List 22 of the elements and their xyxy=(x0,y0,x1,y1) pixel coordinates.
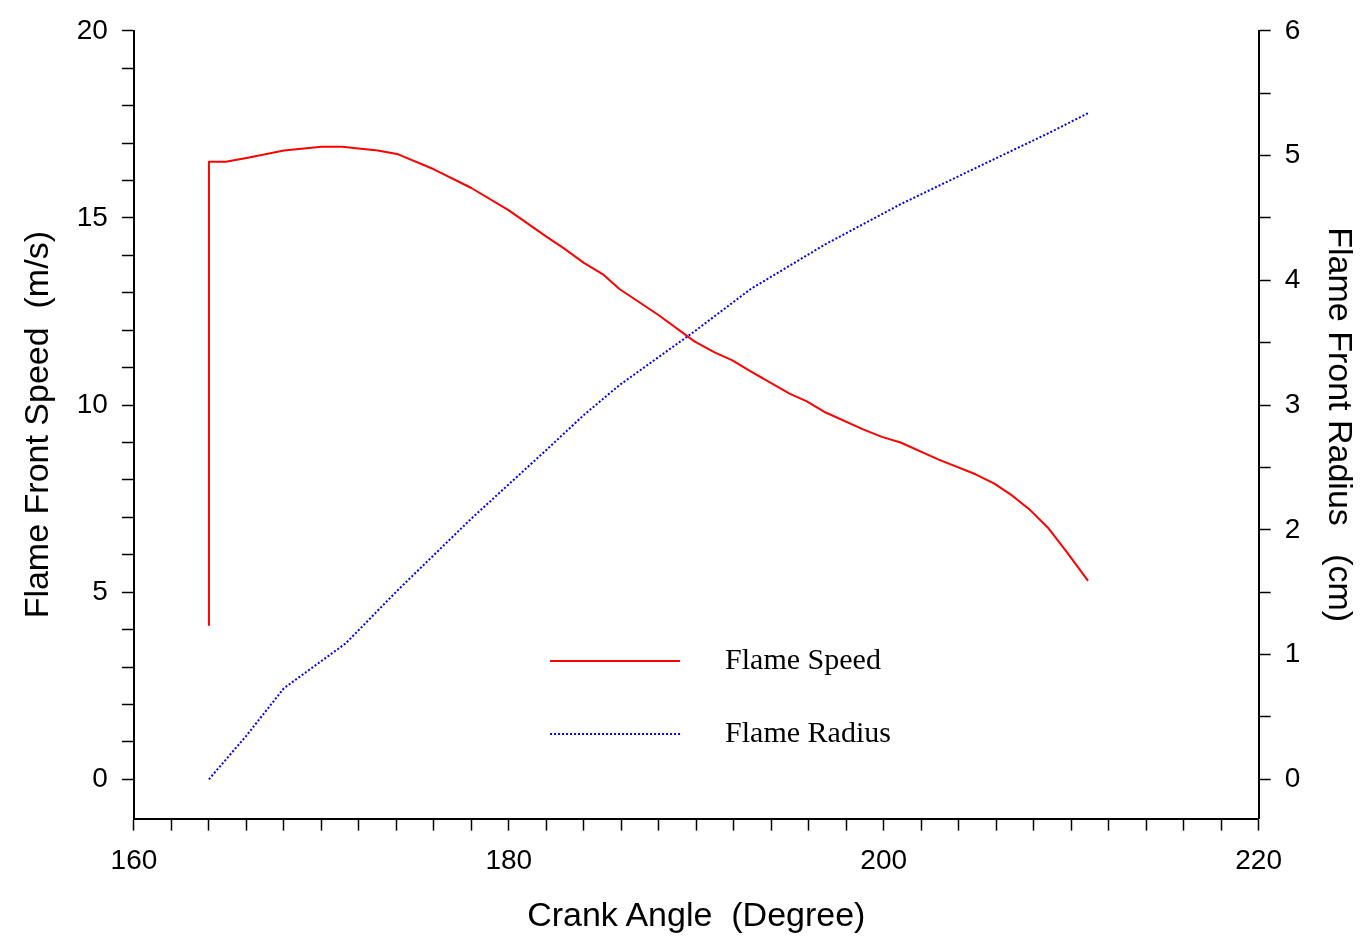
y2-tick-label: 6 xyxy=(1284,13,1301,45)
y-tick-label: 15 xyxy=(76,200,108,232)
y-tick-label: 0 xyxy=(92,762,108,794)
legend-label: Flame Radius xyxy=(725,714,891,748)
x-tick-label: 180 xyxy=(485,844,533,876)
y-axis-title: Flame Front Speed (m/s) xyxy=(16,231,55,619)
y2-tick-label: 3 xyxy=(1284,387,1301,419)
y2-tick-label: 0 xyxy=(1284,762,1301,794)
y2-tick-label: 1 xyxy=(1284,637,1301,669)
y-tick-label: 10 xyxy=(76,387,108,419)
y2-axis-title: Flame Front Radius (cm) xyxy=(1322,227,1361,623)
x-tick-label: 160 xyxy=(110,844,158,876)
y-tick-label: 5 xyxy=(92,574,108,606)
y2-tick-label: 5 xyxy=(1284,138,1301,170)
line-series xyxy=(207,112,1090,781)
x-axis-title: Crank Angle (Degree) xyxy=(527,894,866,933)
y2-tick-label: 4 xyxy=(1284,263,1301,295)
legend-label: Flame Speed xyxy=(725,641,881,675)
x-tick-label: 200 xyxy=(860,844,908,876)
y-tick-label: 20 xyxy=(76,13,108,45)
y2-tick-label: 2 xyxy=(1284,512,1301,544)
x-tick-label: 220 xyxy=(1235,844,1282,876)
